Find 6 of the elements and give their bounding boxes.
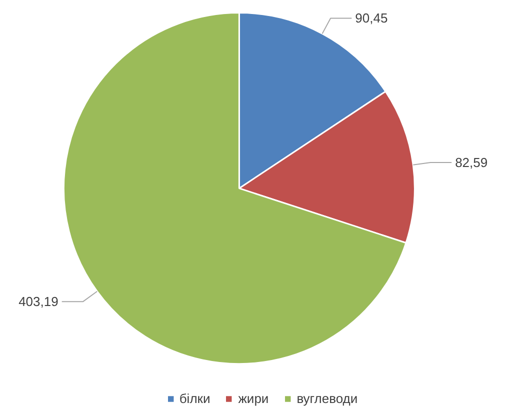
data-label: 82,59 (455, 154, 488, 170)
legend-label: жири (238, 391, 269, 406)
data-label: 90,45 (355, 10, 388, 26)
legend-label: вуглеводи (296, 391, 358, 406)
data-label: 403,19 (18, 294, 58, 310)
legend-label: білки (179, 391, 210, 406)
